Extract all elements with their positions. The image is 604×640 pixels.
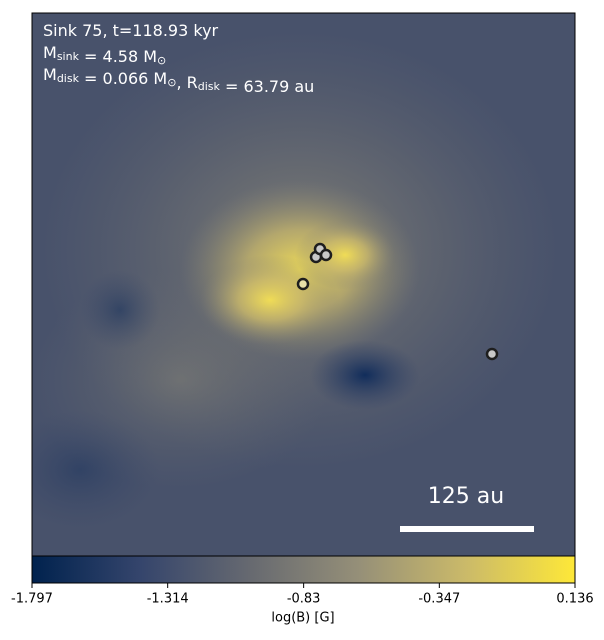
scale-bar [400, 526, 534, 532]
tick-label: -1.797 [11, 592, 53, 607]
subscript: sink [57, 50, 80, 63]
sink-markers [296, 242, 499, 361]
subscript: disk [57, 72, 80, 85]
colorbar-label: log(B) [G] [271, 611, 334, 626]
annotation-text: Sink 75, t=118.93 kyr [43, 21, 219, 40]
colorbar [31, 555, 576, 584]
annotation-text: M [43, 65, 57, 84]
annotation-line: Msink = 4.58 M⊙ [43, 43, 166, 68]
tick-label: -0.347 [418, 592, 460, 607]
tick-label: 0.136 [556, 592, 593, 607]
subscript: disk [198, 80, 221, 93]
subscript: ⊙ [157, 54, 166, 67]
annotation-line: Mdisk = 0.066 M⊙, Rdisk = 63.79 au [43, 65, 314, 96]
tick-label: -0.83 [287, 592, 321, 607]
annotation-text: = 63.79 au [220, 77, 314, 96]
annotation-text: = 0.066 M [79, 69, 167, 88]
field-image [32, 13, 575, 556]
annotation-text: = 4.58 M [79, 47, 157, 66]
scale-bar-label: 125 au [428, 484, 504, 509]
tick-label: -1.314 [147, 592, 189, 607]
annotation-text: , R [176, 73, 197, 92]
subscript: ⊙ [167, 76, 176, 89]
colorbar-ticks: -1.797 -1.314 -0.83 -0.347 0.136 [11, 583, 594, 607]
annotation-line: Sink 75, t=118.93 kyr [43, 21, 219, 40]
annotation-text: M [43, 43, 57, 62]
